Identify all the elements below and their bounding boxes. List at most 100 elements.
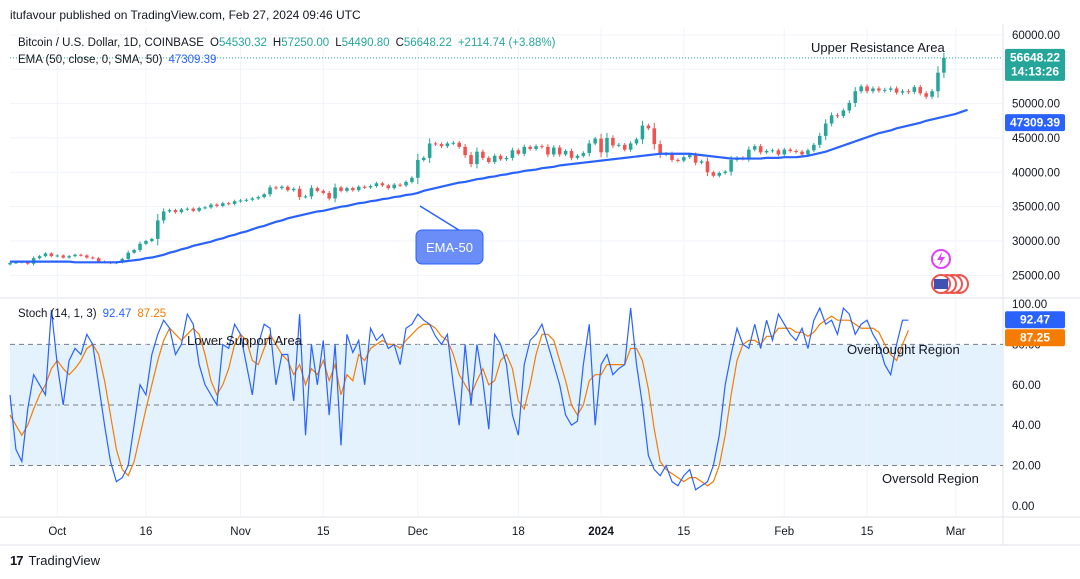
time-tick-label: Dec xyxy=(408,526,429,538)
candle-body xyxy=(522,146,527,154)
candle-body xyxy=(457,142,461,147)
price-tick-label: 25000.00 xyxy=(1012,270,1060,282)
ema-price-tag-bg xyxy=(1005,114,1065,132)
candle-body xyxy=(445,143,450,147)
candle-body xyxy=(280,186,284,189)
ema-callout-pointer xyxy=(419,205,463,233)
stoch-k-value: 92.47 xyxy=(103,308,132,320)
candle-body xyxy=(481,151,485,158)
candle-body xyxy=(351,188,355,191)
ema-legend: EMA (50, close, 0, SMA, 50) 47309.39 xyxy=(18,54,216,66)
candle-body xyxy=(782,149,787,155)
candle-body xyxy=(475,151,479,165)
candle-body xyxy=(776,150,781,155)
stoch-d-value: 87.25 xyxy=(137,308,166,320)
candle-body xyxy=(368,186,373,188)
price-tick-label: 40000.00 xyxy=(1012,167,1060,179)
ema-legend-value: 47309.39 xyxy=(168,54,216,66)
candle-body xyxy=(486,157,491,162)
time-tick-label: 2024 xyxy=(588,526,614,538)
candle-body xyxy=(817,135,822,145)
candle-body xyxy=(404,181,408,186)
candle-body xyxy=(380,183,385,186)
candle-body xyxy=(244,199,249,201)
time-tick-label: 18 xyxy=(512,526,525,538)
candle-body xyxy=(599,138,603,153)
candle-body xyxy=(463,146,467,156)
time-tick-label: 15 xyxy=(677,526,690,538)
ohlc-value: 54490.80 xyxy=(342,37,390,49)
candle-body xyxy=(658,144,662,155)
ohlc-value: 54530.32 xyxy=(219,37,267,49)
tradingview-branding[interactable]: 17 TradingView xyxy=(10,553,100,568)
candle-body xyxy=(238,200,243,202)
candle-body xyxy=(209,204,213,208)
candle-body xyxy=(49,253,54,257)
overbought-annotation: Overbought Region xyxy=(847,342,960,357)
last-price-tag-countdown: 14:13:26 xyxy=(1011,64,1059,78)
candle-body xyxy=(871,88,875,92)
candle-body xyxy=(203,207,207,209)
ema-price-tag: 47309.39 xyxy=(1010,116,1060,130)
candle-body xyxy=(126,252,130,259)
stoch-d-line xyxy=(9,315,909,487)
candle-body xyxy=(640,125,645,140)
stoch-tick-label: 20.00 xyxy=(1012,461,1041,473)
candle-body xyxy=(841,110,846,116)
candle-body xyxy=(752,146,757,150)
candle-body xyxy=(286,186,290,191)
candle-body xyxy=(569,151,574,158)
candle-body xyxy=(888,88,893,90)
candle-body xyxy=(770,150,775,152)
candle-body xyxy=(800,151,804,155)
candle-body xyxy=(504,157,509,160)
price-tick-label: 50000.00 xyxy=(1012,99,1060,111)
last-price-tag: 56648.22 xyxy=(1010,50,1060,64)
ema-callout-box xyxy=(415,229,484,265)
published-line: itufavour published on TradingView.com, … xyxy=(10,8,361,22)
candle-body xyxy=(823,123,828,136)
candle-body xyxy=(138,243,142,250)
time-tick-label: Nov xyxy=(230,526,251,538)
candle-body xyxy=(894,88,899,93)
candle-body xyxy=(215,204,219,206)
candle-body xyxy=(634,139,639,144)
us-flag-icon-canton xyxy=(934,279,948,289)
candle-body xyxy=(191,208,196,211)
candle-body xyxy=(410,177,414,182)
candle-body xyxy=(575,155,580,158)
candle-body xyxy=(646,125,651,129)
candle-body xyxy=(421,157,426,160)
candle-body xyxy=(492,155,497,162)
candle-body xyxy=(96,258,101,262)
price-tick-label: 60000.00 xyxy=(1012,30,1060,42)
candle-body xyxy=(90,257,95,259)
candle-body xyxy=(622,144,627,150)
price-tick-label: 45000.00 xyxy=(1012,133,1060,145)
candle-body xyxy=(179,209,184,213)
stoch-d-tag: 87.25 xyxy=(1020,331,1050,345)
candle-body xyxy=(398,184,402,186)
stoch-d-tag-bg xyxy=(1005,329,1065,347)
candle-body xyxy=(540,146,544,148)
candle-body xyxy=(758,146,763,153)
candle-body xyxy=(14,262,18,264)
candle-body xyxy=(427,143,432,158)
candle-body xyxy=(274,187,278,189)
candle-body xyxy=(345,188,349,191)
candle-body xyxy=(847,102,852,111)
candle-body xyxy=(185,208,190,210)
candle-body xyxy=(711,172,716,176)
stoch-k-line xyxy=(9,306,909,491)
candle-body xyxy=(557,147,562,155)
time-tick-label: Oct xyxy=(48,526,67,538)
ohlc-label: O xyxy=(210,37,219,49)
candle-body xyxy=(226,203,231,205)
ohlc-label: L xyxy=(335,37,342,49)
price-tick-label: 35000.00 xyxy=(1012,202,1060,214)
candle-body xyxy=(853,91,858,103)
stoch-k-tag-bg xyxy=(1005,311,1065,329)
candle-body xyxy=(416,159,420,178)
candle-body xyxy=(593,138,597,144)
